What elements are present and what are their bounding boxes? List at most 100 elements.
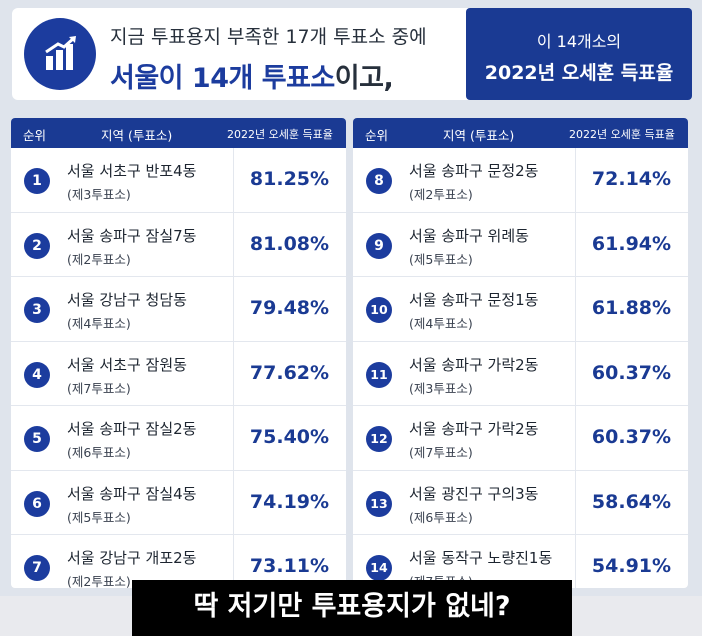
table-row: 4 서울 서초구 잠원동 (제7투표소) 77.62%	[11, 341, 346, 406]
column-divider	[575, 148, 576, 212]
header-region: 지역 (투표소)	[443, 128, 515, 143]
rank-badge: 2	[24, 232, 50, 259]
vote-rate: 61.94%	[591, 232, 672, 255]
header-callout-box: 이 14개소의 2022년 오세훈 득표율	[466, 8, 692, 100]
rank-badge: 1	[24, 168, 50, 194]
vote-rate: 54.91%	[591, 555, 672, 577]
polling-station: (제3투표소)	[409, 380, 473, 396]
region-name: 서울 송파구 가락2동	[409, 420, 539, 438]
column-divider	[575, 470, 576, 534]
video-background-right	[572, 596, 702, 636]
column-divider	[575, 535, 576, 588]
region-name: 서울 강남구 개포2동	[67, 549, 197, 567]
vote-rate: 74.19%	[249, 490, 330, 513]
vote-rate: 61.88%	[591, 297, 672, 319]
polling-station: (제2투표소)	[409, 187, 473, 202]
table-row: 7 서울 강남구 개포2동 (제2투표소) 73.11%	[11, 535, 346, 588]
polling-station: (제2투표소)	[67, 251, 131, 267]
column-divider	[233, 341, 234, 405]
polling-station: (제7투표소)	[409, 445, 473, 460]
column-divider	[233, 148, 234, 212]
column-divider	[575, 212, 576, 276]
table-row: 13 서울 광진구 구의3동 (제6투표소) 58.64%	[353, 470, 688, 535]
header-line-1: 지금 투표용지 부족한 17개 투표소 중에	[110, 26, 427, 48]
column-divider	[233, 535, 234, 588]
vote-rate: 60.37%	[591, 426, 672, 448]
column-divider	[233, 406, 234, 470]
region-name: 서울 송파구 가락2동	[409, 355, 539, 374]
table-row: 9 서울 송파구 위례동 (제5투표소) 61.94%	[353, 212, 688, 277]
column-divider	[233, 277, 234, 341]
polling-station: (제4투표소)	[409, 316, 473, 331]
header-line-2-rest: 이고,	[334, 63, 394, 94]
region-name: 서울 송파구 문정2동	[409, 162, 539, 180]
table-row: 11 서울 송파구 가락2동 (제3투표소) 60.37%	[353, 341, 688, 406]
region-name: 서울 강남구 청담동	[67, 291, 187, 309]
region-name: 서울 송파구 위례동	[409, 226, 529, 245]
table-header: 순위 지역 (투표소) 2022년 오세훈 득표율	[353, 118, 688, 148]
column-divider	[233, 470, 234, 534]
polling-station: (제6투표소)	[409, 509, 473, 525]
polling-station: (제6투표소)	[67, 445, 131, 460]
table-row: 6 서울 송파구 잠실4동 (제5투표소) 74.19%	[11, 470, 346, 535]
table-row: 5 서울 송파구 잠실2동 (제6투표소) 75.40%	[11, 406, 346, 471]
vote-rate: 58.64%	[591, 490, 672, 513]
table-row: 2 서울 송파구 잠실7동 (제2투표소) 81.08%	[11, 212, 346, 277]
column-divider	[233, 212, 234, 276]
table-row: 10 서울 송파구 문정1동 (제4투표소) 61.88%	[353, 277, 688, 342]
rank-badge: 5	[24, 426, 50, 452]
table-row: 8 서울 송파구 문정2동 (제2투표소) 72.14%	[353, 148, 688, 213]
polling-station: (제7투표소)	[67, 380, 131, 396]
polling-station: (제4투표소)	[67, 316, 131, 331]
rank-badge: 11	[366, 361, 392, 388]
header-rank: 순위	[23, 128, 47, 143]
column-divider	[575, 406, 576, 470]
rank-badge: 8	[366, 168, 392, 194]
video-background-left	[0, 596, 132, 636]
table-row: 3 서울 강남구 청담동 (제4투표소) 79.48%	[11, 277, 346, 342]
vote-rate: 77.62%	[249, 361, 330, 384]
header-line-2: 서울이 14개 투표소이고,	[110, 56, 394, 95]
region-name: 서울 서초구 잠원동	[67, 355, 187, 374]
region-name: 서울 동작구 노량진1동	[409, 549, 553, 567]
rank-badge: 13	[366, 490, 392, 517]
vote-rate: 81.08%	[249, 232, 330, 255]
vote-rate: 81.25%	[249, 168, 330, 190]
polling-station: (제2투표소)	[67, 574, 131, 588]
column-divider	[575, 341, 576, 405]
region-name: 서울 송파구 문정1동	[409, 291, 539, 309]
header-region: 지역 (투표소)	[101, 128, 173, 143]
rank-badge: 3	[24, 297, 50, 323]
rank-badge: 9	[366, 232, 392, 259]
bar-chart-growth-icon	[24, 18, 96, 90]
rank-badge: 10	[366, 297, 392, 323]
vote-rate: 79.48%	[249, 297, 330, 319]
polling-station: (제5투표소)	[67, 509, 131, 525]
callout-line-2: 2022년 오세훈 득표율	[484, 62, 674, 84]
table-header: 순위 지역 (투표소) 2022년 오세훈 득표율	[11, 118, 346, 148]
header-rate: 2022년 오세훈 득표율	[227, 128, 333, 141]
vote-rate: 75.40%	[249, 426, 330, 448]
callout-line-1: 이 14개소의	[536, 32, 622, 51]
polling-station: (제5투표소)	[409, 251, 473, 267]
right-table: 순위 지역 (투표소) 2022년 오세훈 득표율 8 서울 송파구 문정2동 (제…	[353, 118, 688, 588]
region-name: 서울 송파구 잠실2동	[67, 420, 197, 438]
video-subtitle: 딱 저기만 투표용지가 없네?	[132, 580, 572, 636]
rank-badge: 4	[24, 361, 50, 388]
header-line-2-highlight: 서울이 14개 투표소	[110, 63, 335, 94]
region-name: 서울 서초구 반포4동	[67, 162, 197, 180]
table-row: 1 서울 서초구 반포4동 (제3투표소) 81.25%	[11, 148, 346, 213]
left-table: 순위 지역 (투표소) 2022년 오세훈 득표율 1 서울 서초구 반포4동 (제…	[11, 118, 346, 588]
vote-rate: 72.14%	[591, 168, 672, 190]
region-name: 서울 송파구 잠실4동	[67, 484, 197, 503]
vote-rate: 73.11%	[249, 555, 330, 577]
polling-station: (제3투표소)	[67, 187, 131, 202]
region-name: 서울 광진구 구의3동	[409, 484, 539, 503]
header-rate: 2022년 오세훈 득표율	[569, 128, 675, 141]
vote-rate: 60.37%	[591, 361, 672, 384]
rank-badge: 7	[24, 555, 50, 581]
header-card: 지금 투표용지 부족한 17개 투표소 중에 서울이 14개 투표소이고, 이 …	[12, 8, 692, 100]
rank-badge: 6	[24, 490, 50, 517]
header-rank: 순위	[365, 128, 389, 143]
